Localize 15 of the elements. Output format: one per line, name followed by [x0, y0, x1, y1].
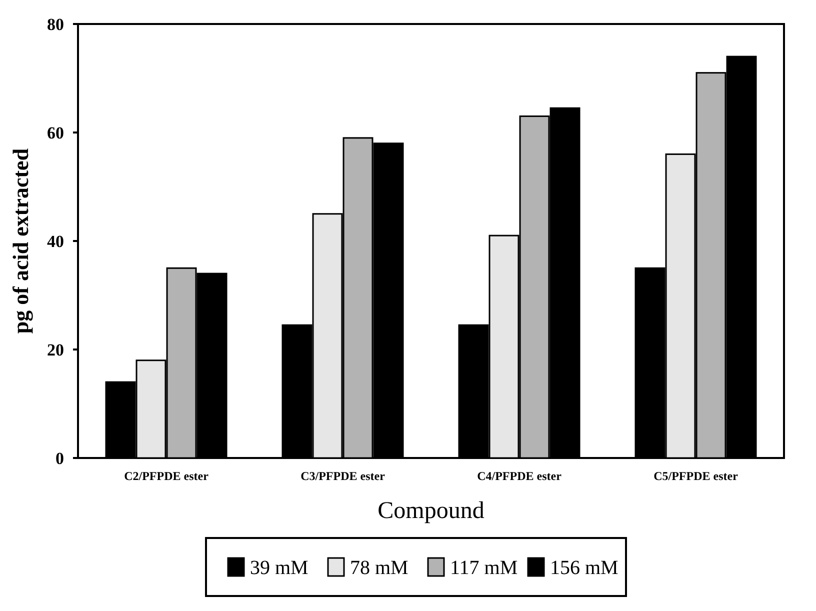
y-axis-title: pg of acid extracted — [8, 148, 33, 334]
x-tick-label: C4/PFPDE ester — [477, 469, 562, 483]
y-tick-label: 0 — [56, 448, 64, 468]
y-tick-label: 40 — [47, 232, 64, 251]
y-tick-label: 20 — [47, 340, 64, 360]
x-tick-label: C3/PFPDE ester — [300, 469, 386, 483]
legend-label: 78 mM — [350, 557, 409, 579]
legend-label: 117 mM — [450, 557, 518, 579]
legend-label: 156 mM — [550, 557, 619, 579]
y-tick-label: 80 — [47, 14, 64, 34]
x-tick-label: C5/PFPDE ester — [654, 469, 739, 483]
y-tick-label: 60 — [47, 123, 64, 142]
x-tick-label: C2/PFPDE ester — [124, 469, 210, 483]
legend-label: 39 mM — [250, 557, 309, 579]
x-axis-title: Compound — [378, 498, 484, 524]
